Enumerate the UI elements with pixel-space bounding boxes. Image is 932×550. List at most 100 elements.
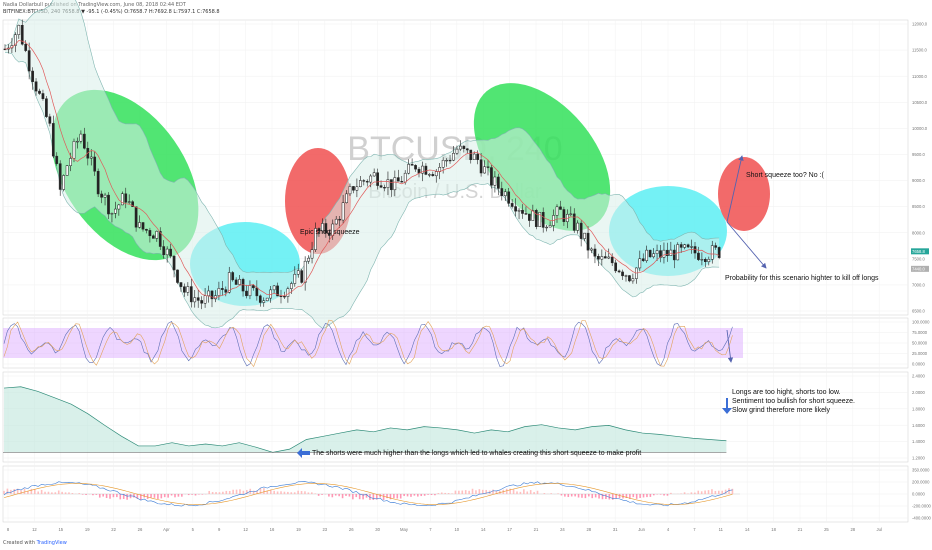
macd-histogram-bar — [283, 491, 286, 494]
candle-body — [258, 295, 262, 303]
macd-histogram-bar — [594, 494, 597, 498]
candle-body — [455, 148, 459, 154]
macd-histogram-bar — [208, 490, 210, 494]
macd-histogram-bar — [639, 494, 641, 498]
arrow-shorts-left — [297, 448, 310, 458]
candle-body — [493, 176, 497, 186]
macd-histogram-bar — [577, 494, 580, 498]
bollinger-lower — [4, 51, 720, 329]
candle-body — [717, 247, 721, 258]
candle-body — [62, 175, 65, 190]
y-tick-label: -200.0000 — [912, 504, 932, 509]
macd-histogram-bar — [105, 494, 108, 499]
macd-histogram-bar — [242, 490, 245, 494]
candle-body — [576, 222, 580, 231]
candle-body — [510, 203, 514, 207]
y-tick-label: 200.0000 — [912, 480, 930, 485]
candle-body — [38, 90, 41, 94]
candle-body — [372, 172, 376, 177]
candle-body — [507, 191, 511, 204]
macd-histogram-bar — [222, 491, 224, 494]
x-tick-label: 7 — [693, 527, 696, 532]
macd-histogram-bar — [20, 490, 22, 494]
macd-histogram-bar — [252, 490, 255, 494]
candle-body — [521, 209, 524, 214]
candle-body — [490, 167, 493, 186]
macd-histogram-bar — [427, 494, 429, 495]
macd-histogram-bar — [51, 492, 53, 494]
x-tick-label: 4 — [667, 527, 670, 532]
annotation-sentiment-1: Longs are too hight, shorts too low. — [732, 389, 841, 396]
x-tick-label: 26 — [138, 527, 143, 532]
macd-histogram-bar — [721, 490, 723, 494]
candle-body — [238, 279, 241, 285]
macd-histogram-bar — [307, 492, 310, 494]
candle-body — [152, 235, 155, 239]
macd-histogram-bar — [430, 494, 433, 495]
candle-body — [217, 288, 221, 296]
macd-histogram-bar — [659, 494, 662, 495]
macd-histogram-bar — [146, 494, 149, 499]
candle-body — [676, 244, 680, 261]
macd-histogram-bar — [454, 490, 457, 494]
macd-histogram-bar — [386, 494, 388, 499]
y-tick-label: 75.0000 — [912, 330, 928, 335]
tradingview-link[interactable]: TradingView — [36, 540, 67, 546]
macd-histogram-bar — [663, 494, 665, 496]
candle-body — [210, 290, 214, 300]
candle-body — [593, 248, 597, 257]
candle-body — [517, 209, 521, 212]
candle-body — [614, 262, 617, 272]
chart-author-line: Nadia Dollarbull published on TradingVie… — [3, 2, 186, 8]
candle-body — [369, 175, 373, 183]
macd-histogram-bar — [440, 492, 443, 494]
macd-histogram-bar — [393, 494, 395, 499]
macd-histogram-bar — [605, 494, 607, 500]
candle-body — [110, 213, 114, 215]
macd-histogram-bar — [98, 494, 101, 498]
arrow-up — [726, 155, 744, 223]
macd-histogram-bar — [355, 494, 358, 498]
macd-histogram-bar — [232, 489, 234, 494]
macd-histogram-bar — [611, 494, 614, 500]
candle-body — [262, 300, 266, 303]
macd-histogram-bar — [44, 491, 46, 494]
macd-histogram-bar — [246, 489, 248, 494]
macd-histogram-bar — [406, 494, 409, 497]
candle-body — [41, 93, 45, 99]
macd-line — [3, 481, 733, 507]
candle-body — [386, 179, 390, 188]
macd-histogram-bar — [119, 494, 122, 500]
macd-histogram-bar — [471, 488, 474, 494]
x-tick-label: 10 — [454, 527, 459, 532]
macd-histogram-bar — [509, 488, 511, 494]
macd-histogram-bar — [653, 494, 655, 496]
arrow-sentiment-down — [722, 398, 732, 414]
candle-body — [252, 285, 255, 289]
x-tick-label: 26 — [349, 527, 354, 532]
candle-body — [183, 286, 186, 293]
macd-histogram-bar — [608, 494, 611, 500]
x-tick-label: 21 — [534, 527, 539, 532]
macd-histogram-bar — [256, 490, 258, 494]
macd-histogram-bar — [3, 490, 5, 494]
candle-body — [431, 174, 435, 177]
macd-histogram-bar — [143, 494, 146, 498]
candle-body — [462, 145, 466, 149]
candle-body — [286, 288, 290, 297]
candle-body — [617, 270, 621, 273]
y-tick-label: 9000.0 — [912, 178, 925, 183]
macd-histogram-bar — [266, 490, 269, 494]
candle-body — [672, 249, 676, 261]
macd-histogram-bar — [564, 494, 566, 497]
macd-histogram-bar — [601, 494, 604, 500]
rsi-k-line — [3, 321, 733, 367]
macd-histogram-bar — [102, 494, 104, 497]
annotation-epic-squeeze: Epic short squeeze — [300, 229, 360, 236]
macd-histogram-bar — [27, 491, 29, 494]
candle-body — [579, 222, 583, 239]
candle-body — [652, 253, 655, 258]
macd-histogram-bar — [584, 494, 587, 499]
candle-body — [221, 288, 224, 290]
